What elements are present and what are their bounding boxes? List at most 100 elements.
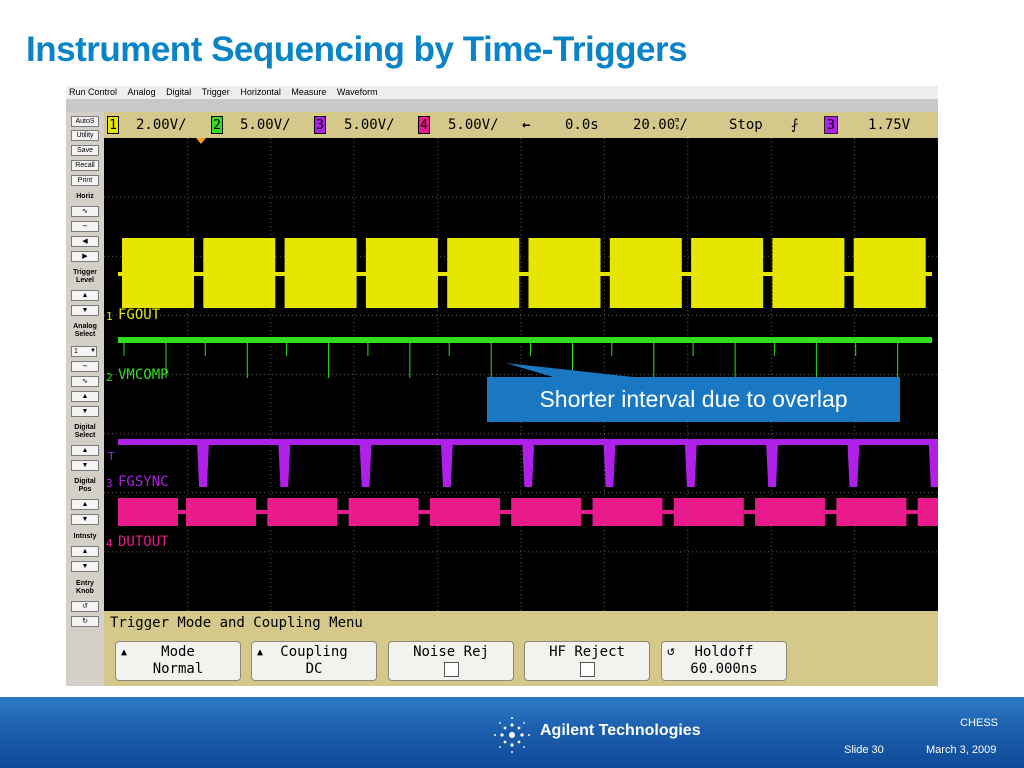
horiz-scale-icon[interactable]: ∼ [71, 221, 99, 232]
knob-ccw-icon[interactable]: ↺ [71, 601, 99, 612]
menu-bar: Run Control Analog Digital Trigger Horiz… [66, 86, 938, 99]
hf-reject-softkey[interactable]: HF Reject [524, 641, 650, 681]
intensity-label: Intnsty [73, 533, 97, 540]
analog-scale-icon[interactable]: ∼ [71, 361, 99, 372]
analog-down-icon[interactable]: ▼ [71, 406, 99, 417]
ch4-burst [118, 498, 178, 526]
menu-run-control[interactable]: Run Control [69, 87, 118, 97]
digital-select-label: Digital Select [74, 424, 96, 439]
horiz-zoom-icon[interactable]: ∿ [71, 206, 99, 217]
analog-up-icon[interactable]: ▲ [71, 391, 99, 402]
waveform-display[interactable]: 1 FGOUT 2 VMCOMP T 3 FGSYNC 4 DUTOUT [104, 138, 938, 611]
ch1-scale[interactable]: 2.00V/ [136, 117, 187, 133]
utility-button[interactable]: Utility [71, 130, 99, 141]
ch1-burst [365, 238, 438, 308]
mode-softkey[interactable]: ▲ Mode Normal [115, 641, 241, 681]
ch1-burst [122, 238, 194, 308]
ch4-burst [755, 498, 826, 526]
chevron-down-icon: ▼ [90, 348, 96, 354]
digital-select-up-icon[interactable]: ▲ [71, 445, 99, 456]
menu-measure[interactable]: Measure [291, 87, 327, 97]
delay-arrow-icon: ← [522, 117, 531, 133]
menu-analog[interactable]: Analog [127, 87, 156, 97]
coupling-arrow-icon: ▲ [257, 647, 264, 658]
timebase-value[interactable]: 20.00m s/ [633, 117, 688, 134]
analog-select-dropdown[interactable]: 1 ▼ [71, 346, 97, 357]
hf-reject-checkbox[interactable] [579, 661, 595, 677]
ch2-label: VMCOMP [118, 367, 169, 383]
save-button[interactable]: Save [71, 145, 99, 156]
ch3-badge[interactable]: 3 [314, 116, 326, 134]
digital-pos-down-icon[interactable]: ▼ [71, 514, 99, 525]
knob-cw-icon[interactable]: ↻ [71, 616, 99, 627]
agilent-spark-logo-icon [494, 717, 530, 753]
hf-reject-label: HF Reject [549, 644, 625, 660]
trigger-level-value[interactable]: 1.75V [868, 117, 911, 133]
ch4-burst [267, 498, 338, 526]
ch2-scale[interactable]: 5.00V/ [240, 117, 291, 133]
menu-waveform[interactable]: Waveform [336, 87, 378, 97]
analog-offset-icon[interactable]: ∿ [71, 376, 99, 387]
ch1-burst [853, 238, 926, 308]
ch2-badge[interactable]: 2 [211, 116, 223, 134]
ch4-burst [673, 498, 744, 526]
trigger-level-down-icon[interactable]: ▼ [71, 305, 99, 316]
timebase-suffix: / [679, 117, 688, 133]
mode-arrow-icon: ▲ [121, 647, 128, 658]
analog-select-label: Analog Select [73, 323, 97, 338]
recall-button[interactable]: Recall [71, 160, 99, 171]
ch1-label: FGOUT [118, 307, 161, 323]
holdoff-softkey[interactable]: ↺ Holdoff 60.000ns [661, 641, 787, 681]
print-button[interactable]: Print [71, 175, 99, 186]
horiz-right-icon[interactable]: ▶ [71, 251, 99, 262]
ch3-scale[interactable]: 5.00V/ [344, 117, 395, 133]
menu-trigger[interactable]: Trigger [201, 87, 230, 97]
ch4-burst [186, 498, 256, 526]
delay-value[interactable]: 0.0s [565, 117, 599, 133]
entry-knob-label: Entry Knob [76, 580, 94, 595]
ch3-trace [118, 439, 938, 487]
timebase-number: 20.00 [633, 117, 676, 133]
digital-pos-up-icon[interactable]: ▲ [71, 499, 99, 510]
intensity-up-icon[interactable]: ▲ [71, 546, 99, 557]
ch4-burst [836, 498, 907, 526]
footer-slide-number: Slide 30 [844, 744, 884, 756]
intensity-down-icon[interactable]: ▼ [71, 561, 99, 572]
slide-title: Instrument Sequencing by Time-Triggers [26, 30, 688, 69]
noise-rej-checkbox[interactable] [443, 661, 459, 677]
coupling-softkey[interactable]: ▲ Coupling DC [251, 641, 377, 681]
holdoff-value: 60.000ns [690, 661, 758, 677]
front-panel-controls: AutoS Utility Save Recall Print Horiz ∿ … [66, 112, 104, 686]
ch4-burst [511, 498, 582, 526]
ch4-burst [592, 498, 663, 526]
holdoff-label: Holdoff [694, 644, 754, 660]
digital-select-down-icon[interactable]: ▼ [71, 460, 99, 471]
ch1-burst [609, 238, 682, 308]
ch4-badge[interactable]: 4 [418, 116, 430, 134]
ch1-burst [203, 238, 276, 308]
softkey-menu-title: Trigger Mode and Coupling Menu [110, 615, 363, 631]
waveform-graticule [104, 138, 938, 611]
ch4-scale[interactable]: 5.00V/ [448, 117, 499, 133]
holdoff-knob-icon: ↺ [667, 644, 675, 659]
autoscale-button[interactable]: AutoS [71, 116, 99, 127]
callout-box: Shorter interval due to overlap [487, 377, 900, 422]
menu-horizontal[interactable]: Horizontal [240, 87, 281, 97]
timebase-unit-bottom: s [675, 123, 680, 131]
trigger-source-badge[interactable]: 3 [824, 116, 838, 134]
status-bar: 1 2.00V/ 2 5.00V/ 3 5.00V/ 4 5.00V/ ← 0.… [104, 112, 938, 138]
coupling-label: Coupling [280, 644, 348, 660]
digital-pos-label: Digital Pos [74, 478, 96, 493]
ch4-burst [348, 498, 419, 526]
coupling-value: DC [305, 661, 323, 677]
mode-label: Mode [161, 644, 195, 660]
trigger-level-up-icon[interactable]: ▲ [71, 290, 99, 301]
ch3-marker: 3 [106, 477, 113, 490]
ch1-badge[interactable]: 1 [107, 116, 119, 134]
noise-rej-softkey[interactable]: Noise Rej [388, 641, 514, 681]
run-state[interactable]: Stop [729, 117, 763, 133]
ch1-burst [691, 238, 764, 308]
menu-digital[interactable]: Digital [166, 87, 192, 97]
horiz-left-icon[interactable]: ◀ [71, 236, 99, 247]
